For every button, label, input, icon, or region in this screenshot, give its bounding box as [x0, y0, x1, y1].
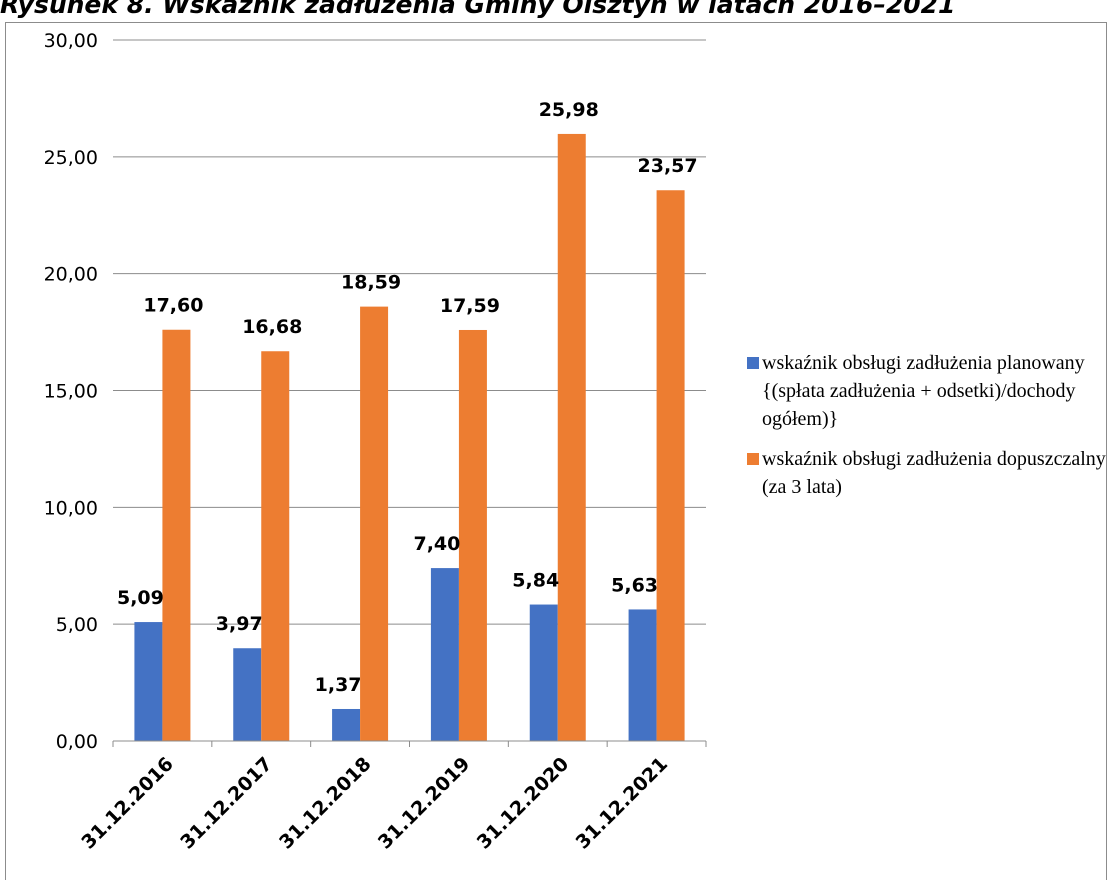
bar-allowed [557, 133, 586, 741]
legend-swatch-planned [747, 357, 759, 369]
chart-frame [5, 22, 1107, 880]
data-label: 5,84 [512, 570, 559, 592]
y-tick-label: 10,00 [44, 497, 98, 519]
bar-planned [134, 622, 163, 741]
legend: wskaźnik obsługi zadłużenia planowany {(… [747, 349, 1107, 513]
data-label: 7,40 [413, 533, 460, 555]
data-label: 23,57 [638, 155, 698, 177]
y-tick-label: 0,00 [56, 731, 98, 753]
data-label: 18,59 [341, 272, 401, 294]
legend-swatch-allowed [747, 453, 759, 465]
x-tick-label: 31.12.2017 [176, 753, 277, 854]
y-tick-label: 25,00 [44, 147, 98, 169]
bars [134, 133, 685, 741]
bar-allowed [261, 351, 290, 741]
bar-planned [628, 609, 657, 741]
x-tick-label: 31.12.2018 [275, 753, 376, 854]
gridlines [113, 39, 706, 625]
y-tick-label: 5,00 [56, 614, 98, 636]
x-tick-label: 31.12.2019 [374, 753, 475, 854]
data-label: 17,59 [440, 295, 500, 317]
bar-planned [233, 648, 262, 741]
bar-allowed [360, 306, 389, 741]
data-label: 1,37 [315, 674, 362, 696]
bar-planned [529, 604, 558, 741]
y-tick-label: 30,00 [44, 30, 98, 52]
chart-title: Rysunek 8. Wskaźnik zadłużenia Gminy Ols… [0, 0, 956, 19]
bar-allowed [458, 329, 487, 741]
bar-planned [430, 568, 459, 741]
data-label: 16,68 [242, 316, 302, 338]
x-tick-label: 31.12.2021 [572, 753, 673, 854]
bar-allowed [162, 329, 191, 741]
axes [112, 740, 707, 747]
legend-item-planned: wskaźnik obsługi zadłużenia planowany {(… [747, 349, 1107, 433]
data-label: 5,09 [117, 587, 164, 609]
x-tick-label: 31.12.2020 [473, 753, 574, 854]
data-label: 3,97 [216, 613, 263, 635]
y-tick-label: 15,00 [44, 381, 98, 403]
x-tick-label: 31.12.2016 [77, 753, 178, 854]
data-label: 25,98 [539, 99, 599, 121]
bar-planned [332, 708, 361, 741]
legend-label-allowed: wskaźnik obsługi zadłużenia dopuszczalny… [762, 448, 1106, 498]
data-label: 5,63 [611, 574, 658, 596]
legend-label-planned: wskaźnik obsługi zadłużenia planowany {(… [762, 352, 1085, 430]
legend-item-allowed: wskaźnik obsługi zadłużenia dopuszczalny… [747, 445, 1107, 501]
bar-allowed [656, 190, 685, 741]
y-tick-label: 20,00 [44, 264, 98, 286]
data-label: 17,60 [143, 295, 203, 317]
